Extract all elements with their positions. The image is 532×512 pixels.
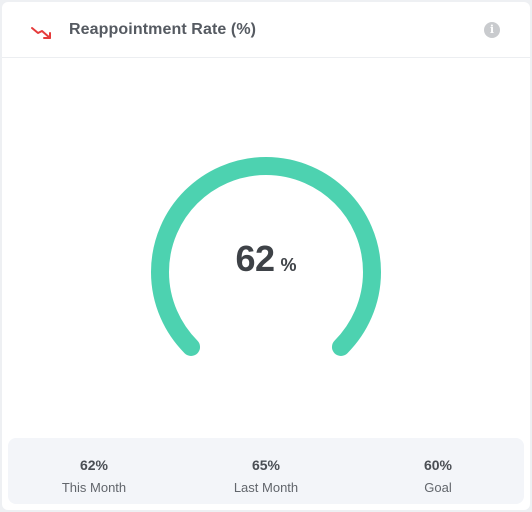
stat-label: This Month <box>61 480 127 495</box>
trend-down-icon <box>31 27 51 39</box>
gauge: 62% <box>2 58 530 438</box>
card-title: Reappointment Rate (%) <box>69 21 257 38</box>
gauge-value-unit: % <box>280 255 297 275</box>
stat-last-month: 65% Last Month <box>180 438 352 504</box>
stat-value: 65% <box>251 457 281 473</box>
stat-this-month: 62% This Month <box>8 438 180 504</box>
stat-value: 62% <box>79 457 109 473</box>
info-icon[interactable]: i <box>484 22 500 38</box>
gauge-arc-fill <box>151 157 381 356</box>
stat-value: 60% <box>423 457 453 473</box>
stat-label: Goal <box>424 480 452 495</box>
gauge-value: 62% <box>2 238 530 280</box>
card-header: Reappointment Rate (%) i <box>2 2 530 58</box>
stat-label: Last Month <box>233 480 299 495</box>
gauge-value-number: 62 <box>235 238 275 279</box>
stats-bar: 62% This Month 65% Last Month 60% Goal <box>8 438 524 504</box>
stat-goal: 60% Goal <box>352 438 524 504</box>
gauge-arc <box>151 157 381 356</box>
